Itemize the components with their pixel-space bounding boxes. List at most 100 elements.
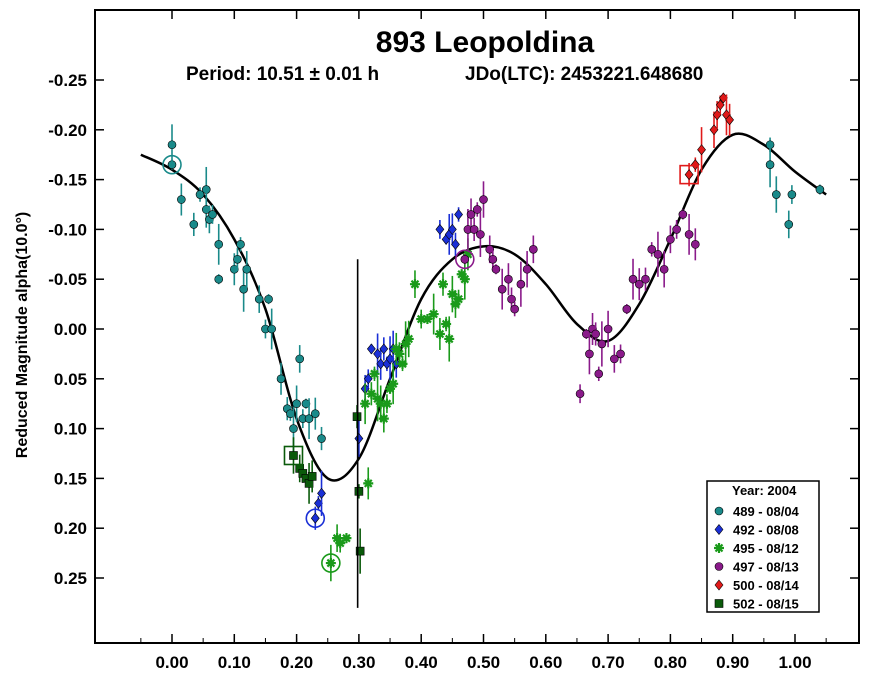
x-tick-label: 0.00	[155, 653, 188, 672]
first-point-marker	[321, 553, 341, 573]
data-point	[341, 533, 352, 544]
y-tick-label: 0.10	[54, 420, 87, 439]
data-point	[379, 343, 389, 355]
data-point	[504, 274, 513, 284]
data-point	[310, 409, 320, 418]
data-point	[529, 245, 538, 254]
data-point	[295, 354, 305, 364]
data-point	[460, 254, 470, 264]
data-point	[375, 398, 386, 409]
y-tick-label: 0.15	[54, 469, 87, 488]
series-497-08-13	[455, 181, 700, 404]
series-489-08-04	[162, 124, 825, 452]
data-point	[616, 349, 625, 359]
legend: Year: 2004 489 - 08/04 492 - 08/08 495 - 0…	[706, 480, 820, 613]
data-point	[666, 235, 675, 244]
fit-curve-layer	[140, 132, 827, 482]
data-point	[765, 160, 775, 169]
data-point	[772, 190, 781, 199]
data-point	[476, 230, 485, 239]
first-point-marker	[283, 445, 304, 466]
data-point	[678, 210, 688, 219]
data-point	[672, 225, 681, 234]
legend-label: 497 - 08/13	[733, 560, 799, 575]
x-tick-label: 0.80	[654, 653, 687, 672]
data-point	[603, 324, 613, 334]
x-tick-label: 0.60	[529, 653, 562, 672]
data-point	[332, 533, 343, 544]
data-point	[466, 210, 476, 219]
x-tick-label: 1.00	[778, 653, 811, 672]
legend-marker	[714, 562, 724, 571]
data-point	[381, 398, 392, 409]
data-point	[454, 208, 463, 220]
data-point	[684, 230, 694, 239]
y-axis-label: Reduced Magnitude alpha(10.0°)	[14, 212, 31, 458]
data-point	[488, 254, 498, 264]
data-point	[684, 169, 694, 181]
data-point	[441, 319, 452, 330]
data-point	[354, 487, 364, 496]
data-point	[335, 538, 346, 549]
data-point	[317, 487, 326, 499]
data-point	[195, 190, 205, 199]
y-tick-label: 0.25	[54, 569, 87, 588]
data-point	[659, 264, 669, 274]
data-point	[286, 409, 295, 418]
data-point	[434, 328, 445, 339]
axis-ticks: 0.00 0.10 0.20 0.30 0.40 0.50 0.60 0.70 0.80 0.90…	[48, 10, 859, 672]
legend-label: 502 - 08/15	[733, 597, 799, 612]
data-point	[510, 304, 519, 314]
data-point	[230, 264, 239, 274]
data-point	[641, 274, 650, 284]
data-point	[447, 289, 458, 300]
data-point	[815, 185, 825, 194]
legend-marker	[714, 506, 724, 516]
legend-items: 489 - 08/04 492 - 08/08 495 - 08/12 497 - 0…	[714, 504, 800, 612]
y-tick-label: -0.05	[48, 270, 87, 289]
data-point	[628, 274, 638, 284]
data-point	[416, 314, 427, 325]
data-point	[622, 304, 632, 314]
data-point	[400, 338, 411, 349]
data-point	[325, 558, 336, 569]
data-point	[575, 389, 585, 399]
data-point	[177, 195, 186, 204]
legend-label: 492 - 08/08	[733, 523, 799, 538]
series-502-08-15	[283, 405, 365, 574]
plot-frame	[94, 9, 860, 644]
first-point-marker	[455, 249, 475, 270]
data-point	[264, 294, 273, 304]
data-point	[597, 339, 607, 349]
data-point	[610, 354, 619, 364]
legend-marker	[714, 599, 724, 608]
data-point	[491, 264, 501, 274]
x-tick-label: 0.30	[342, 653, 375, 672]
period-subtitle: Period: 10.51 ± 0.01 h	[186, 64, 379, 85]
data-point	[289, 424, 298, 433]
y-tick-label: -0.10	[48, 220, 87, 239]
data-point	[355, 546, 365, 556]
x-tick-label: 0.10	[218, 653, 251, 672]
y-tick-label: -0.15	[48, 171, 87, 190]
data-point	[453, 294, 464, 305]
data-point	[317, 434, 326, 443]
y-tick-label: -0.20	[48, 121, 87, 140]
legend-box	[706, 480, 820, 613]
x-tick-label: 0.50	[467, 653, 500, 672]
legend-marker	[714, 543, 724, 553]
data-point	[304, 414, 314, 423]
first-point-marker	[679, 164, 699, 185]
data-point	[376, 358, 386, 370]
data-point	[522, 264, 532, 274]
data-point	[497, 284, 507, 294]
data-point	[422, 314, 433, 325]
data-point	[301, 399, 311, 409]
y-tick-label: 0.20	[54, 519, 87, 538]
series-495-08-12	[321, 238, 473, 582]
data-point	[715, 99, 725, 111]
y-tick-label: -0.25	[48, 71, 87, 90]
data-point	[479, 195, 488, 204]
data-point	[394, 348, 405, 359]
